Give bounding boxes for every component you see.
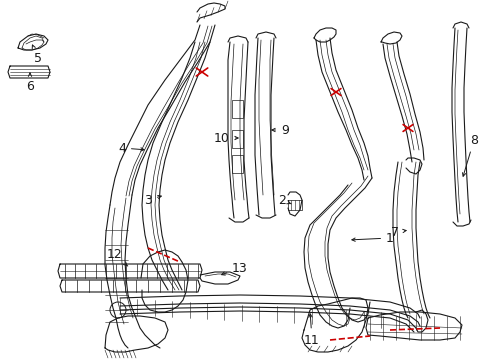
Text: 2: 2 — [278, 194, 291, 207]
Text: 13: 13 — [221, 261, 247, 275]
Text: 10: 10 — [214, 131, 238, 144]
Text: 9: 9 — [271, 123, 288, 136]
Text: 4: 4 — [118, 141, 144, 154]
Text: 5: 5 — [32, 45, 42, 64]
Text: 8: 8 — [462, 134, 477, 176]
Text: 7: 7 — [390, 225, 406, 238]
Text: 6: 6 — [26, 73, 34, 93]
Text: 12: 12 — [107, 248, 127, 266]
Text: 3: 3 — [144, 194, 161, 207]
Text: 1: 1 — [351, 231, 393, 244]
Text: 11: 11 — [304, 314, 319, 346]
